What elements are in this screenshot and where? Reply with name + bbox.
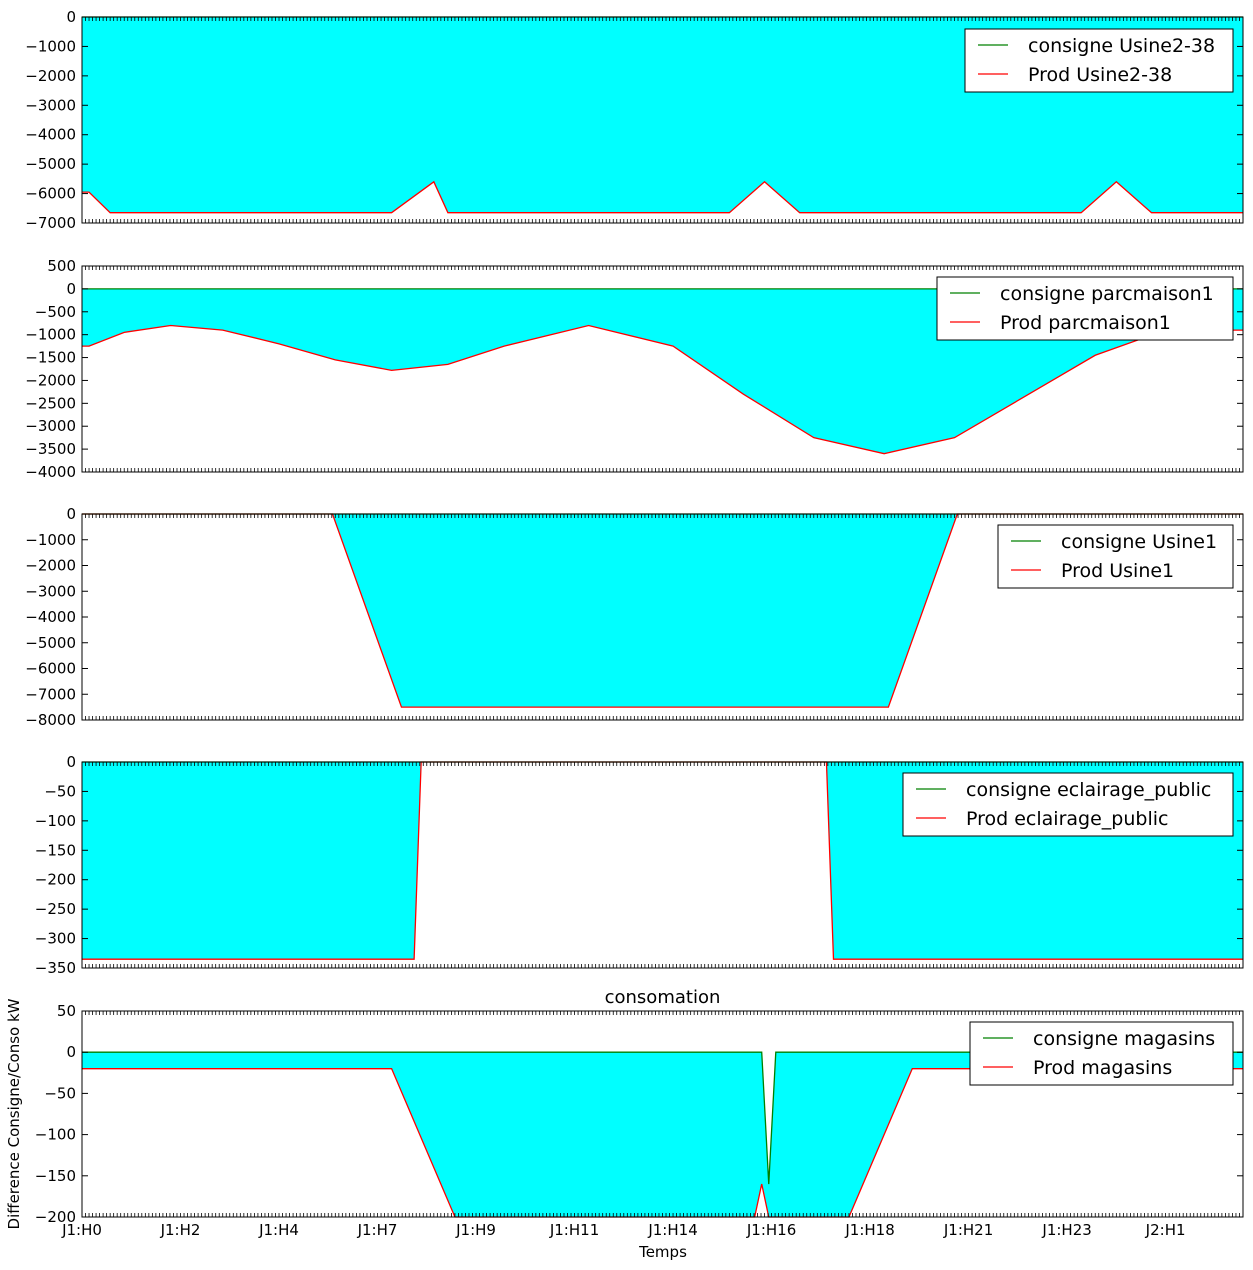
x-tick-label: J1:H4: [258, 1221, 299, 1239]
x-axis-label: Temps: [638, 1243, 687, 1261]
legend-label: consigne Usine2-38: [1028, 35, 1215, 57]
x-tick-label: J1:H0: [61, 1221, 102, 1239]
y-tick-label: −4000: [25, 126, 76, 144]
legend-box: [936, 276, 1234, 341]
y-tick-label: −4000: [25, 463, 76, 481]
legend-box: [969, 1021, 1234, 1086]
y-tick-label: −50: [44, 782, 76, 800]
series-line-prod: [82, 180, 1243, 214]
series-line-prod: [82, 1068, 1243, 1218]
y-tick-label: −500: [35, 303, 76, 321]
legend-box: [964, 28, 1234, 93]
y-tick-label: 50: [57, 1002, 76, 1020]
x-minor-ticks: [81, 762, 1244, 968]
y-tick-label: −8000: [25, 711, 76, 729]
y-tick-label: −6000: [25, 185, 76, 203]
x-tick-label: J1:H14: [647, 1221, 697, 1239]
y-axis-label: Difference Consigne/Conso kW: [5, 998, 23, 1229]
y-tick-label: 0: [66, 8, 76, 26]
legend: consigne Usine2-38 Prod Usine2-38: [964, 28, 1234, 93]
y-tick-label: −7000: [25, 685, 76, 703]
legend-label: consigne magasins: [1033, 1028, 1215, 1050]
y-tick-label: −3000: [25, 417, 76, 435]
y-tick-label: −200: [35, 871, 76, 889]
chart-panels: 0−1000−2000−3000−4000−5000−6000−7000cons…: [25, 8, 1244, 1226]
y-tick-label: −1000: [25, 326, 76, 344]
y-tick-label: −250: [35, 900, 76, 918]
legend: consigne parcmaison1 Prod parcmaison1: [936, 276, 1234, 341]
y-tick-label: −150: [35, 1167, 76, 1185]
y-tick-label: 500: [47, 257, 76, 275]
panel-title: consomation: [605, 987, 721, 1008]
y-tick-label: −3000: [25, 582, 76, 600]
y-tick-label: −2500: [25, 394, 76, 412]
y-tick-label: −350: [35, 959, 76, 977]
y-tick-label: −1000: [25, 37, 76, 55]
legend-label: consigne eclairage_public: [966, 779, 1211, 801]
fill-between-area: [82, 17, 1243, 213]
series-line-prod: [82, 324, 1243, 455]
y-tick-label: −300: [35, 930, 76, 948]
x-tick-label: J2:H1: [1145, 1221, 1186, 1239]
y-tick-label: −3500: [25, 440, 76, 458]
y-tick-label: −3000: [25, 96, 76, 114]
x-tick-label: J1:H21: [943, 1221, 993, 1239]
y-tick-label: 0: [66, 505, 76, 523]
chart-panel-5: 50 0 −50 −100 −150 −200 consomation consigne ma…: [35, 987, 1244, 1226]
legend: consigne eclairage_public Prod eclairage_…: [902, 772, 1234, 837]
y-tick-label: −6000: [25, 660, 76, 678]
x-tick-label: J1:H9: [455, 1221, 496, 1239]
chart-panel-3: 0 −1000 −2000 −3000 −4000 −5000 −6000 −7000 −800…: [25, 505, 1244, 729]
y-tick-label: −1500: [25, 349, 76, 367]
y-tick-label: −5000: [25, 155, 76, 173]
x-minor-ticks: [81, 1011, 1244, 1217]
series-line-consigne: [82, 1051, 1243, 1185]
fill-between-area: [82, 514, 1243, 708]
y-tick-label: −150: [35, 841, 76, 859]
legend-label: Prod parcmaison1: [1000, 312, 1171, 334]
y-tick-label: 0: [66, 280, 76, 298]
y-tick-label: −50: [44, 1084, 76, 1102]
legend-label: Prod eclairage_public: [966, 808, 1168, 830]
x-tick-labels: J1:H0 J1:H2 J1:H4 J1:H7 J1:H9 J1:H11 J1:H14 J1:…: [61, 1221, 1185, 1239]
legend-label: Prod magasins: [1033, 1057, 1172, 1079]
y-tick-label: −7000: [25, 214, 76, 232]
y-tick-label: −2000: [25, 371, 76, 389]
legend-label: consigne parcmaison1: [1000, 283, 1214, 305]
x-minor-ticks: [81, 514, 1244, 720]
y-tick-label: −4000: [25, 608, 76, 626]
x-tick-label: J1:H23: [1041, 1221, 1091, 1239]
y-tick-label: −200: [35, 1208, 76, 1226]
y-tick-label: 0: [66, 1043, 76, 1061]
legend-label: consigne Usine1: [1061, 531, 1217, 553]
x-minor-ticks: [81, 266, 1244, 472]
x-minor-ticks: [81, 17, 1244, 223]
y-tick-label: 0: [66, 753, 76, 771]
y-tick-label: −5000: [25, 634, 76, 652]
x-tick-label: J1:H7: [357, 1221, 398, 1239]
chart-panel-1: 0 −1000 −2000 −3000 −4000 −5000 −6000 −7000 cons…: [25, 8, 1244, 232]
legend-box: [997, 524, 1234, 589]
legend: consigne Usine1 Prod Usine1: [997, 524, 1234, 589]
legend-label: Prod Usine2-38: [1028, 64, 1172, 86]
y-tick-label: −100: [35, 1126, 76, 1144]
legend-label: Prod Usine1: [1061, 560, 1174, 582]
x-tick-label: J1:H2: [160, 1221, 201, 1239]
x-tick-label: J1:H18: [844, 1221, 894, 1239]
chart-panel-4: 0 −50 −100 −150 −200 −250 −300 −350 consigne ecl…: [35, 753, 1244, 977]
legend-box: [902, 772, 1234, 837]
legend: consigne magasins Prod magasins: [969, 1021, 1234, 1086]
fill-between-area: [82, 1052, 1243, 1217]
y-tick-label: −2000: [25, 557, 76, 575]
y-tick-label: −1000: [25, 531, 76, 549]
y-tick-label: −100: [35, 812, 76, 830]
chart-panel-2: 500 0 −500 −1000 −1500 −2000 −2500 −3000 −3500 −4…: [25, 257, 1244, 481]
x-tick-label: J1:H11: [549, 1221, 599, 1239]
x-tick-label: J1:H16: [746, 1221, 796, 1239]
y-tick-label: −2000: [25, 67, 76, 85]
